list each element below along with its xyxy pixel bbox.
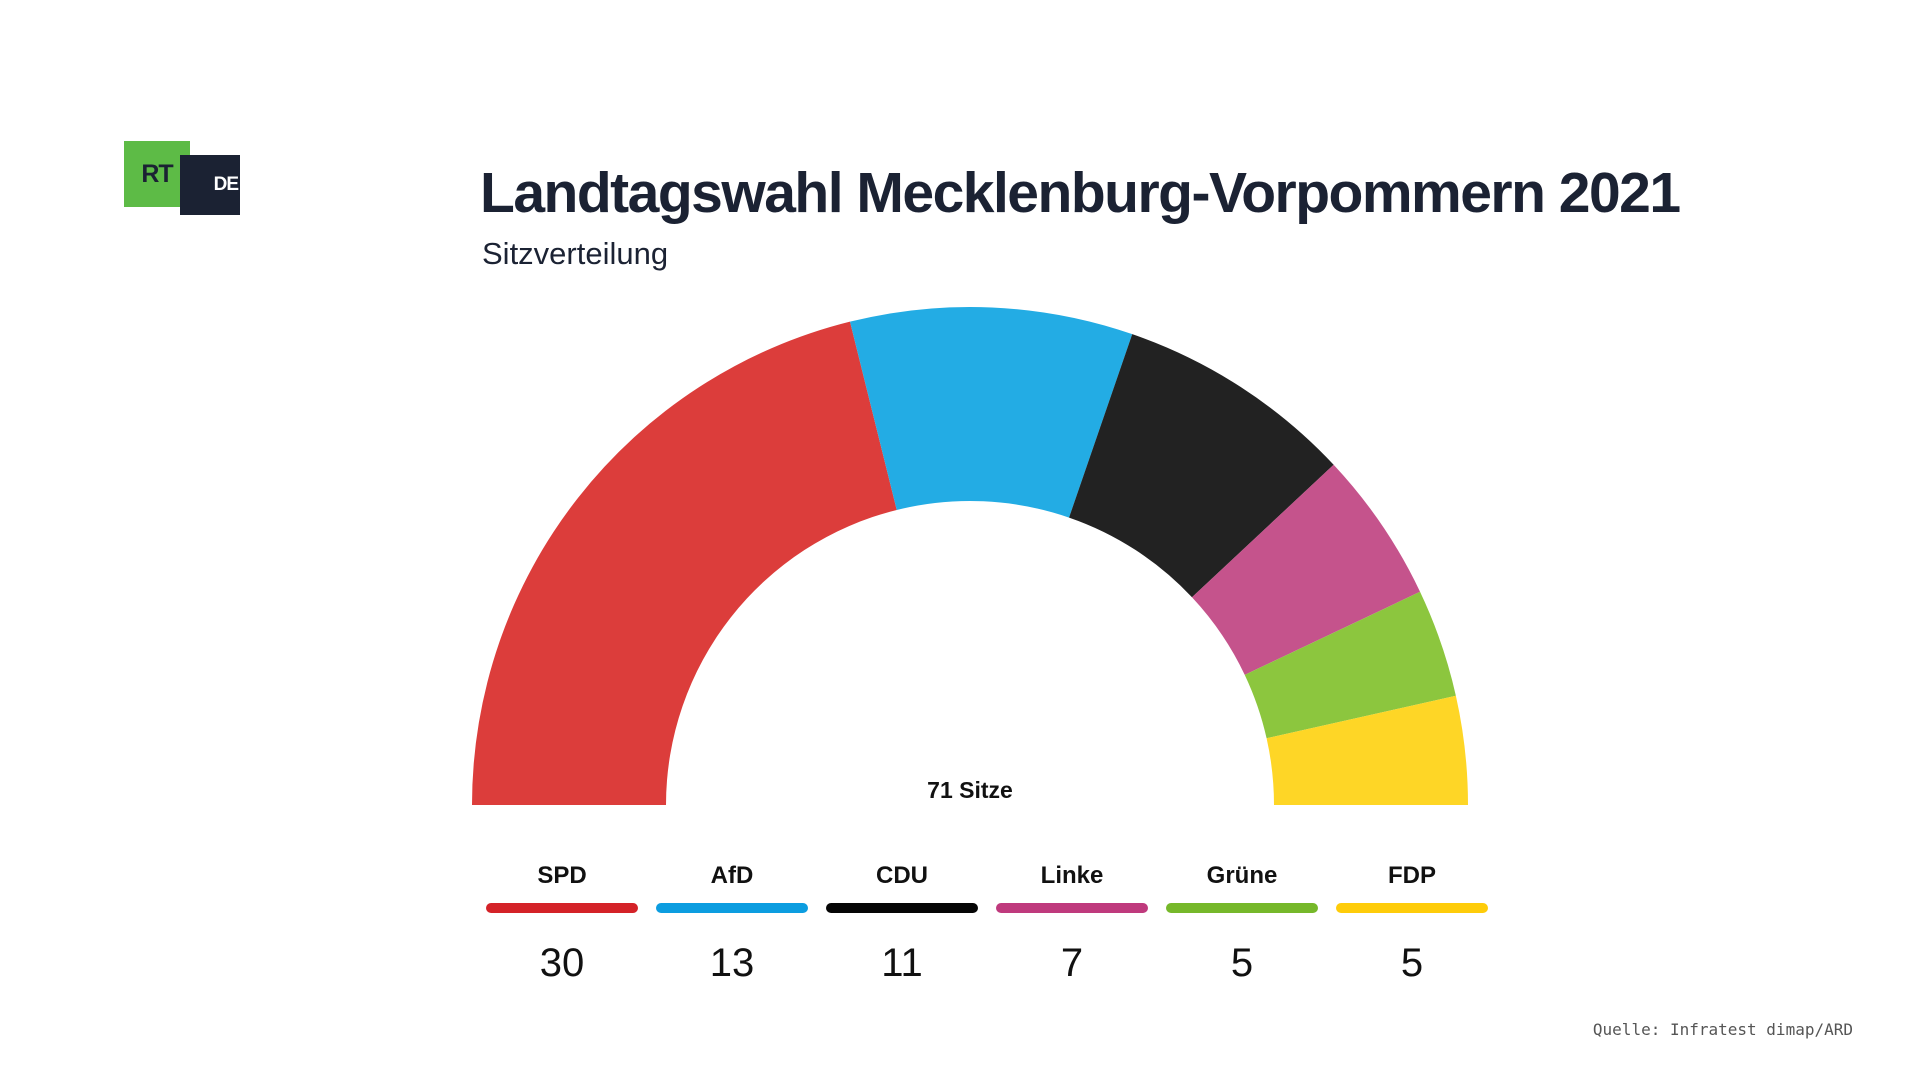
legend-seat-count: 7: [1060, 941, 1084, 985]
legend-seat-count: 13: [709, 941, 755, 985]
chart-subtitle: Sitzverteilung: [482, 236, 669, 271]
legend-party-name: Linke: [1040, 862, 1104, 889]
legend-item-cdu: CDU 11: [826, 862, 978, 986]
legend-seat-count: 5: [1400, 941, 1424, 985]
legend-item-fdp: FDP 5: [1336, 862, 1488, 986]
legend-color-bar: [486, 903, 638, 913]
legend-color-bar: [1166, 903, 1318, 913]
legend-item-afd: AfD 13: [656, 862, 808, 986]
legend-party-name: AfD: [710, 862, 754, 889]
logo-rt-block: RT: [124, 141, 190, 207]
chart-title: Landtagswahl Mecklenburg-Vorpommern 2021: [480, 161, 1681, 225]
legend-party-name: FDP: [1388, 862, 1436, 889]
legend-seat-count: 11: [881, 941, 923, 985]
rt-de-logo: RT DE: [124, 141, 242, 217]
legend-seat-count: 30: [539, 941, 585, 985]
total-seats-label: 71 Sitze: [927, 777, 1013, 803]
legend-party-name: SPD: [537, 862, 587, 889]
legend-party-name: CDU: [876, 862, 928, 889]
legend-seat-count: 5: [1230, 941, 1254, 985]
legend-item-spd: SPD 30: [486, 862, 638, 986]
seat-arc-grüne: [1244, 591, 1456, 739]
legend-color-bar: [996, 903, 1148, 913]
seat-arc-fdp: [1266, 695, 1468, 805]
seat-arc-afd: [849, 307, 1133, 518]
logo-de-block: DE: [180, 155, 240, 215]
legend-color-bar: [656, 903, 808, 913]
seat-arc-linke: [1191, 464, 1421, 675]
seat-arc-cdu: [1069, 334, 1334, 598]
legend-party-name: Grüne: [1206, 862, 1278, 889]
legend-item-grüne: Grüne 5: [1166, 862, 1318, 986]
legend-color-bar: [1336, 903, 1488, 913]
seat-arc-spd: [472, 321, 897, 805]
source-note: Quelle: Infratest dimap/ARD: [1592, 1020, 1853, 1039]
arc-group: [472, 307, 1468, 805]
legend-item-linke: Linke 7: [996, 862, 1148, 986]
legend-color-bar: [826, 903, 978, 913]
legend: SPD 30 AfD 13 CDU 11 Linke 7 Grüne 5 FDP 5: [486, 862, 1496, 992]
